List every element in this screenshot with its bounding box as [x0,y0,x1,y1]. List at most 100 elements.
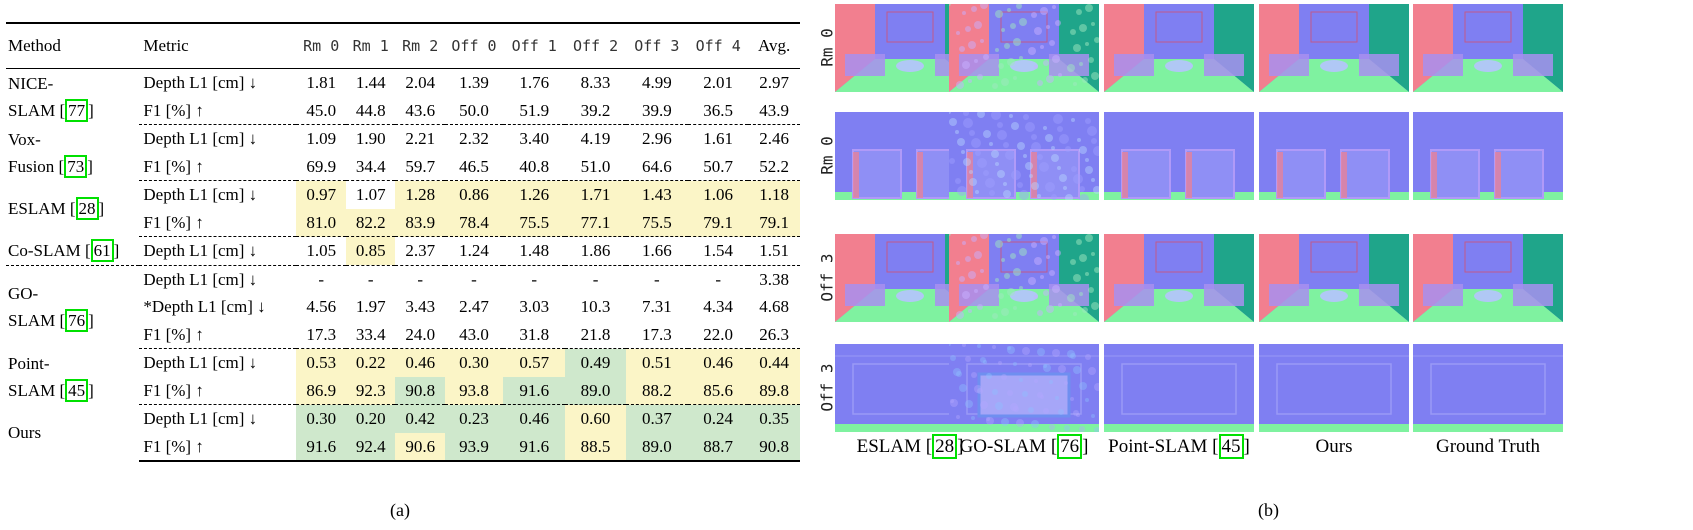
column-caption: Ground Truth [1436,436,1540,457]
table-cell: 92.4 [345,432,396,462]
table-cell: 1.06 [688,180,749,209]
citation-link[interactable]: 45 [65,378,89,402]
table-cell: 1.86 [565,236,626,266]
table-cell: 88.2 [625,376,689,405]
table-cell: 90.6 [395,432,445,462]
metric-label: Depth L1 [cm] ↓ [139,236,297,266]
method-name: Point- SLAM [45] [8,353,94,402]
table-cell: 1.09 [306,129,337,148]
table-cell: 92.3 [345,376,396,405]
table-cell: 43.9 [748,96,800,125]
table-row: Ours Depth L1 [cm] ↓ 0.30 0.20 0.42 0.23… [6,404,800,442]
column-caption: Point-SLAM [45] [1108,434,1250,459]
table-cell: 1.28 [395,180,445,209]
table-cell: 3.40 [519,129,550,148]
header-avg: Avg. [748,22,800,69]
header-scene: Off 0 [444,22,504,69]
column-caption: ESLAM [28] [856,434,964,459]
table-cell: 86.9 [296,376,346,405]
table-row: F1 [%] ↑ 17.3 33.4 24.0 43.0 31.8 21.8 1… [6,320,800,349]
table-cell: 34.4 [345,152,396,181]
citation-link[interactable]: 76 [65,309,89,332]
table-cell: - [531,269,538,289]
table-cell: 51.9 [503,96,566,125]
table-cell: 0.53 [296,348,346,377]
table-cell: 0.37 [625,404,689,433]
header-scene: Rm 1 [345,22,396,69]
table-row: F1 [%] ↑ 69.9 34.4 59.7 46.5 40.8 51.0 6… [6,152,800,181]
table-cell: 90.8 [748,432,800,462]
metric-label: F1 [%] ↑ [139,152,297,181]
group-co-slam: Co-SLAM [61] Depth L1 [cm] ↓ 1.05 0.85 2… [6,236,800,266]
table-cell: 91.6 [503,376,566,405]
table-cell: 79.1 [748,208,800,237]
table-cell: 1.51 [748,236,800,266]
table-cell: 1.18 [748,180,800,209]
table-cell: 33.4 [345,320,396,349]
metric-label: F1 [%] ↑ [139,208,297,237]
group-point-slam: Point- SLAM [45] Depth L1 [cm] ↓ 0.53 0.… [6,348,800,405]
group-go-slam: GO- SLAM [76] Depth L1 [cm] ↓ - - - - - … [6,265,800,349]
metric-label: *Depth L1 [cm] ↓ [143,297,266,316]
citation-link[interactable]: 73 [64,154,88,178]
table-cell: 7.31 [641,297,672,316]
table-cell: 0.23 [444,404,504,433]
table-cell: 51.0 [565,152,626,181]
table-cell: 90.8 [395,376,445,405]
table-cell: 0.46 [395,348,445,377]
table-row: ESLAM [28] Depth L1 [cm] ↓ 0.97 1.07 1.2… [6,180,800,220]
metric-label: F1 [%] ↑ [139,376,297,405]
table-cell: 1.66 [625,236,689,266]
header-scene: Off 1 [503,22,566,69]
metric-label: Depth L1 [cm] ↓ [143,409,258,428]
citation-link[interactable]: 45 [1218,434,1244,459]
table-cell: 0.60 [565,404,626,433]
caption-b: (b) [1258,500,1279,520]
citation-link[interactable]: 76 [1057,434,1083,459]
row-label: Off 3 [817,253,837,302]
table-cell: 0.49 [565,348,626,377]
table-cell: - [318,269,325,289]
metric-label: F1 [%] ↑ [139,432,297,462]
normal-map-image [1413,234,1563,322]
table-cell: - [367,269,374,289]
normal-map-image [1104,112,1254,200]
table-header-row: Method Metric Rm 0 Rm 1 Rm 2 Off 0 Off 1… [6,22,800,69]
method-name: NICE- SLAM [77] [8,73,94,122]
table-cell: 1.43 [625,180,689,209]
table-cell: 89.0 [565,376,626,405]
metric-label: Depth L1 [cm] ↓ [143,185,258,204]
table-row: NICE- SLAM [77] Depth L1 [cm] ↓ 1.81 1.4… [6,69,800,122]
table-cell: 2.32 [459,129,489,148]
method-name: Co-SLAM [61] [6,236,140,266]
results-table-panel: Method Metric Rm 0 Rm 1 Rm 2 Off 0 Off 1… [6,22,800,462]
normal-map-image [1413,4,1563,92]
table-cell: 3.43 [405,297,436,316]
header-method: Method [6,22,140,69]
citation-link[interactable]: 28 [75,197,99,220]
table-cell: 0.51 [625,348,689,377]
normal-map-image [1104,344,1254,432]
table-cell: 1.44 [355,73,386,92]
table-cell: 45.0 [296,96,346,125]
table-cell: 4.56 [306,297,337,316]
citation-link[interactable]: 77 [65,98,89,122]
table-cell: 39.9 [625,96,689,125]
table-cell: 21.8 [565,320,626,349]
table-cell: 1.97 [355,297,386,316]
table-cell: 2.47 [459,297,489,316]
table-cell: 1.26 [503,180,566,209]
table-cell: 44.8 [345,96,396,125]
table-cell: 10.3 [580,297,611,316]
citation-link[interactable]: 61 [90,239,114,262]
header-scene: Rm 2 [395,22,445,69]
normal-map-image [949,112,1099,200]
table-cell: - [715,269,721,289]
table-cell: 2.04 [405,73,436,92]
header-metric: Metric [139,22,297,69]
table-row: GO- SLAM [76] Depth L1 [cm] ↓ - - - - - … [6,265,800,332]
table-cell: 79.1 [688,208,749,237]
citation-link[interactable]: 28 [932,434,958,459]
table-row: Vox- Fusion [73] Depth L1 [cm] ↓ 1.09 1.… [6,125,800,178]
table-cell: 0.30 [296,404,346,433]
